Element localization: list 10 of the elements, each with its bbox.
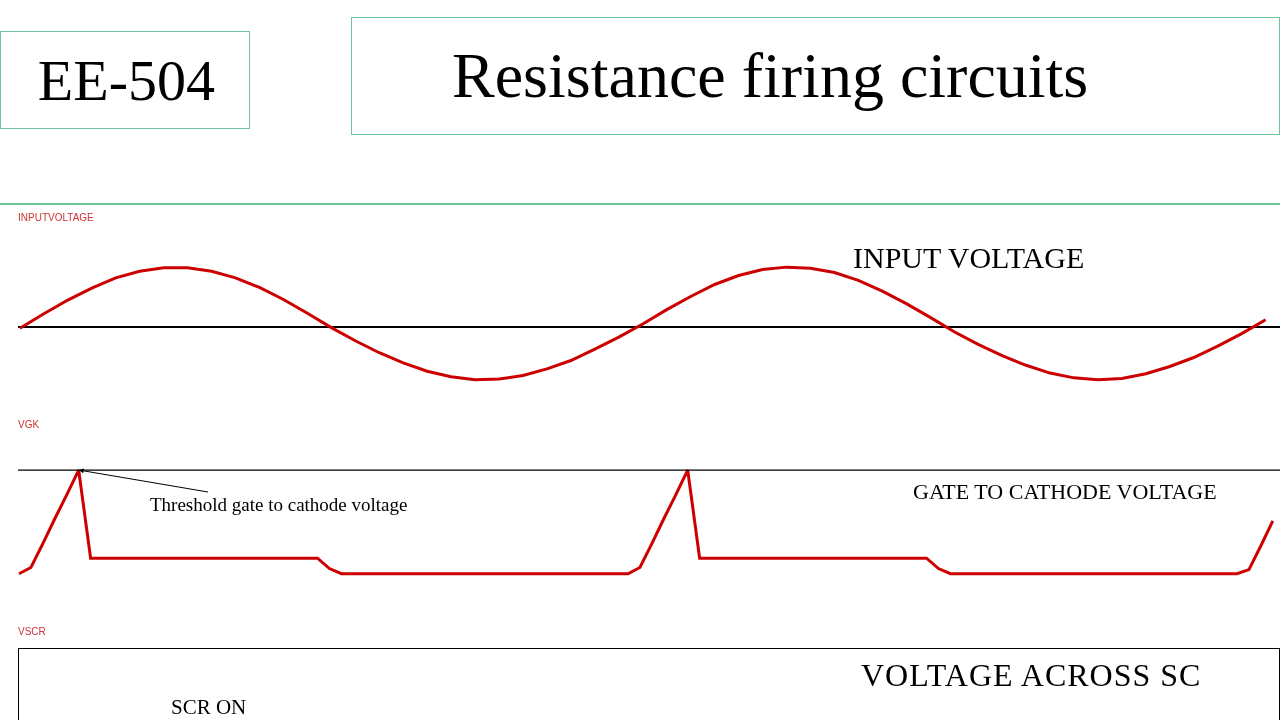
text: Resistance firing circuits	[452, 39, 1089, 113]
text: EE-504	[37, 46, 215, 114]
annotation: INPUT VOLTAGE	[853, 241, 1085, 274]
annotation: GATE TO CATHODE VOLTAGE	[913, 479, 1217, 504]
chart-title: INPUTVOLTAGE	[18, 212, 94, 223]
annotation: Threshold gate to cathode voltage	[150, 494, 408, 515]
text: VOLTAGE ACROSS SC	[861, 657, 1202, 694]
text: VSCR	[18, 626, 46, 637]
text: SCR ON	[171, 695, 247, 720]
chart-title: VGK	[18, 419, 40, 430]
